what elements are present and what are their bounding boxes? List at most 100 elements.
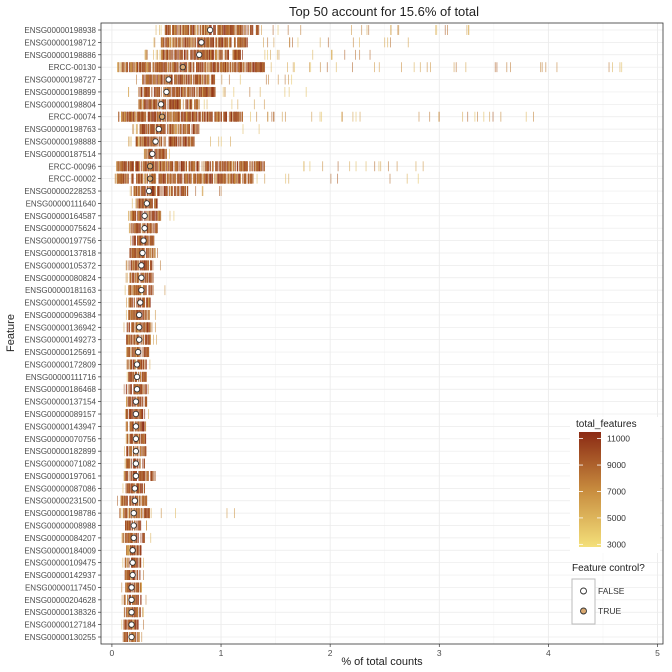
y-tick-label: ENSG00000142937 [24,571,96,580]
mean-point [132,460,140,467]
feature-row [131,198,158,209]
feature-row [129,186,222,196]
mean-point [132,423,140,430]
y-tick-label: ENSG00000198763 [24,125,96,134]
y-tick-label: ENSG00000125691 [24,348,96,357]
y-tick-label: ENSG00000186468 [24,385,96,394]
y-tick-label: ENSG00000228253 [24,187,96,196]
mean-point [132,472,140,480]
y-tick-label: ENSG00000130255 [24,633,96,642]
control-legend-items: FALSE TRUE [580,586,625,616]
y-tick-label: ENSG00000089157 [24,410,96,419]
feature-row [124,446,147,457]
mean-points [128,26,214,641]
mean-point [138,262,145,269]
x-tick-label: 0 [110,648,115,658]
y-tick-label: ENSG00000198804 [24,100,96,109]
mean-point [130,509,137,517]
mean-point [140,237,147,244]
y-tick-label: ERCC-00130 [48,63,96,72]
feature-row [118,111,534,122]
colorbar-tick-label: 5000 [607,513,626,523]
colorbar-tick-label: 9000 [607,460,626,470]
control-legend-title: Feature control? [572,563,645,574]
feature-row [125,297,151,308]
mean-point [155,125,162,133]
y-tick-label: ENSG00000164587 [24,212,96,221]
x-tick-labels: 0 1 2 3 4 5 [110,644,660,658]
y-tick-label: ENSG00000143947 [24,422,96,431]
mean-point [130,522,137,529]
mean-point [128,596,135,603]
mean-point [132,398,140,405]
y-tick-label: ERCC-00096 [48,162,96,171]
feature-row [138,99,265,110]
y-tick-label: ENSG00000198727 [24,76,96,85]
y-tick-label: ENSG00000111716 [26,373,97,382]
mean-point [149,150,156,158]
panel-border [100,22,664,645]
feature-row [121,594,147,605]
mean-point [165,76,172,83]
y-tick-label: ENSG00000181163 [25,286,97,295]
mean-point [136,336,143,343]
mean-point [136,311,143,319]
y-tick-label: ENSG00000138326 [24,608,96,617]
y-tick-labels: ENSG00000198938 ENSG00000198712 ENSG000001… [24,26,101,642]
feature-row [125,421,147,432]
y-tick-label: ENSG00000145592 [24,299,96,308]
colorbar-title: total_features [576,419,637,430]
feature-row [116,161,424,172]
feature-row [136,74,293,85]
mean-point [128,609,135,616]
mean-point [198,39,205,46]
y-tick-label: ENSG00000187514 [24,150,96,159]
y-tick-label: ENSG00000071082 [24,460,96,469]
y-tick-label: ENSG00000172809 [24,360,96,369]
y-tick-label: ENSG00000137818 [24,249,96,258]
mean-point [146,175,154,182]
feature-row [153,37,409,48]
feature-row [124,285,166,296]
mean-point [131,497,138,504]
y-axis-label: Feature [5,314,17,352]
y-tick-label: ENSG00000137154 [24,398,96,407]
mean-point [128,584,135,591]
y-tick-label: ENSG00000198786 [24,509,96,518]
legend-swatch [580,587,587,595]
mean-point [138,274,145,281]
y-tick-label: ENSG00000182899 [24,447,96,456]
y-tick-label: ENSG00000008988 [24,522,96,531]
y-tick-label: ENSG00000105372 [24,261,96,270]
feature-row [128,210,175,221]
y-tick-label: ERCC-00074 [48,113,96,122]
mean-point [143,200,150,207]
mean-point [152,138,159,145]
mean-point [163,88,170,96]
feature-row [128,223,158,234]
legend-label: TRUE [598,606,621,616]
mean-point [130,534,137,542]
feature-row [126,334,157,345]
x-tick-label: 5 [655,648,660,658]
mean-point [132,448,140,455]
x-tick-label: 4 [546,648,551,658]
mean-point [136,324,143,331]
colorbar-legend: total_features 3000 5000 7000 9000 11000 [570,417,660,553]
feature-row [155,25,470,35]
y-tick-label: ENSG00000184009 [24,546,96,555]
mean-point [132,435,140,442]
mean-point [132,410,140,418]
y-tick-label: ENSG00000149273 [24,336,96,345]
mean-point [206,26,214,34]
mean-point [146,163,154,170]
mean-point [128,633,135,641]
mean-point [141,225,148,232]
y-tick-label: ENSG00000198888 [24,137,96,146]
mean-point [129,571,136,579]
y-tick-label: ENSG00000198899 [24,88,96,97]
feature-row [130,235,155,246]
x-tick-label: 3 [437,648,442,658]
mean-point [128,621,135,628]
